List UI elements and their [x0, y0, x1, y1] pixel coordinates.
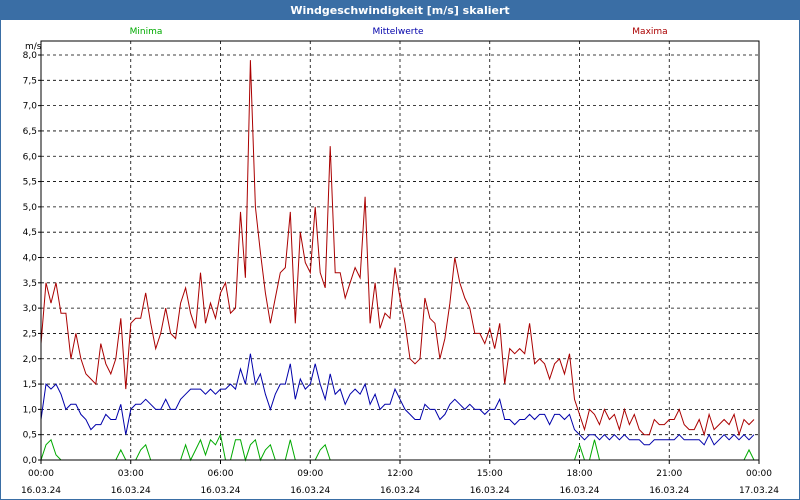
x-tick-date-label: 16.03.24 [290, 486, 330, 496]
x-tick-time-label: 15:00 [477, 469, 503, 479]
y-tick-label: 3,0 [23, 304, 38, 314]
x-tick-time-label: 03:00 [118, 469, 144, 479]
series-line-maxima [40, 60, 755, 437]
x-tick-time-label: 21:00 [656, 469, 682, 479]
y-tick-label: 4,5 [23, 228, 37, 238]
x-tick-time-label: 09:00 [297, 469, 323, 479]
y-tick-label: 7,5 [23, 76, 37, 86]
x-tick-date-label: 16.03.24 [380, 486, 420, 496]
legend-minima: Minima [130, 27, 163, 37]
y-tick-label: 2,5 [23, 329, 37, 339]
x-tick-time-label: 00:00 [28, 469, 54, 479]
x-tick-time-label: 06:00 [208, 469, 234, 479]
y-tick-label: 6,0 [23, 152, 38, 162]
y-axis-unit: m/s [25, 42, 42, 52]
x-tick-date-label: 16.03.24 [111, 486, 151, 496]
y-tick-label: 2,0 [23, 355, 38, 365]
x-tick-date-label: 17.03.24 [739, 486, 779, 496]
y-tick-label: 0,5 [23, 431, 37, 441]
legend-maxima: Maxima [632, 27, 667, 37]
y-tick-label: 1,0 [23, 405, 38, 415]
y-tick-label: 3,5 [23, 279, 37, 289]
x-tick-date-label: 16.03.24 [649, 486, 689, 496]
x-axis-ticks: 00:00 16.03.24 03:00 16.03.24 06:00 16.03.24 0… [21, 460, 779, 496]
y-tick-label: 0,0 [23, 456, 38, 466]
window-title: Windgeschwindigkeit [m/s] skaliert [1, 1, 799, 20]
y-tick-label: 5,0 [23, 203, 38, 213]
x-tick-time-label: 18:00 [567, 469, 593, 479]
x-tick-date-label: 16.03.24 [470, 486, 510, 496]
legend-mittelwerte: Mittelwerte [372, 27, 423, 37]
y-tick-label: 5,5 [23, 178, 37, 188]
x-tick-time-label: 00:00 [746, 469, 772, 479]
y-tick-label: 8,0 [23, 51, 38, 61]
x-tick-date-label: 16.03.24 [21, 486, 61, 496]
x-tick-date-label: 16.03.24 [559, 486, 599, 496]
y-axis-ticks: 0,0 0,5 1,0 1,5 2,0 2,5 3,0 3,5 4,0 4,5 5,0 5,5 6,0 6… [23, 51, 41, 466]
y-tick-label: 6,5 [23, 127, 37, 137]
series-line-mittelwerte [40, 353, 755, 446]
chart-grid [41, 41, 759, 461]
x-tick-time-label: 12:00 [387, 469, 413, 479]
plot-frame [40, 40, 760, 461]
y-tick-label: 1,5 [23, 380, 37, 390]
series-line-minima [40, 433, 755, 462]
y-tick-label: 4,0 [23, 254, 38, 264]
data-series [40, 60, 755, 462]
y-tick-label: 7,0 [23, 102, 38, 112]
x-tick-date-label: 16.03.24 [200, 486, 240, 496]
